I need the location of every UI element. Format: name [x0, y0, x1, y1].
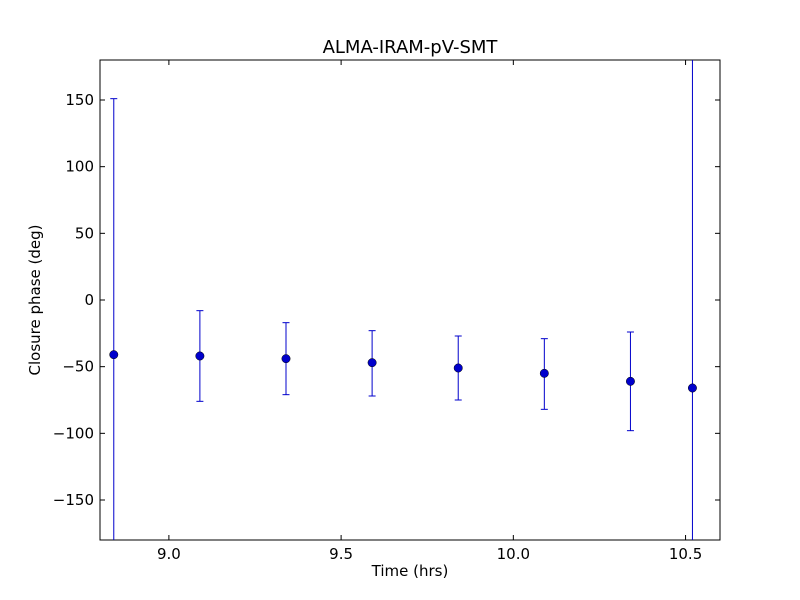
y-tick-label: −50: [62, 358, 94, 376]
data-point: [281, 354, 291, 364]
tick-labels: 9.0 9.5 10.0 10.5 150 100 50 0 −50 −100 −150: [53, 91, 702, 563]
data-point: [367, 358, 377, 368]
plot-frame: [99, 59, 721, 541]
data-points: [109, 60, 697, 540]
y-axis-label: Closure phase (deg): [26, 225, 44, 376]
tick-marks: [100, 60, 720, 540]
y-tick-label: −150: [53, 491, 94, 509]
chart-title: ALMA-IRAM-pV-SMT: [323, 37, 499, 58]
x-tick-label: 9.5: [329, 545, 353, 563]
x-tick-label: 9.0: [157, 545, 181, 563]
x-axis-label: Time (hrs): [371, 562, 449, 580]
x-tick-label: 10.5: [669, 545, 702, 563]
data-point: [625, 376, 635, 386]
y-tick-label: 0: [84, 291, 94, 309]
data-point: [195, 351, 205, 361]
y-tick-label: −100: [53, 424, 94, 442]
x-tick-label: 10.0: [497, 545, 530, 563]
data-point: [109, 350, 119, 360]
data-point: [539, 368, 549, 378]
y-tick-label: 100: [65, 158, 94, 176]
data-point: [687, 383, 697, 393]
y-tick-label: 50: [75, 224, 94, 242]
y-tick-label: 150: [65, 91, 94, 109]
data-point: [453, 363, 463, 373]
